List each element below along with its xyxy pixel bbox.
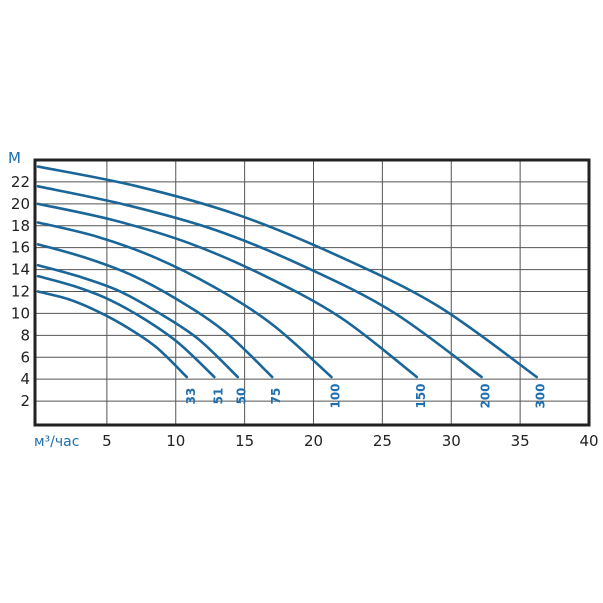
curve-150 (36, 202, 419, 379)
series-label-150: 150 (414, 383, 428, 408)
y-tick-label: 12 (11, 283, 30, 301)
curve-200 (36, 185, 483, 379)
y-tick-label: 20 (11, 195, 30, 213)
y-axis-label: М (8, 149, 21, 167)
curve-50 (36, 263, 240, 379)
curves (36, 165, 538, 379)
y-tick-label: 2 (20, 392, 30, 410)
x-tick-label: 20 (304, 432, 323, 450)
y-tick-label: 14 (11, 261, 30, 279)
curve-100 (36, 221, 333, 379)
y-tick-label: 22 (11, 173, 30, 191)
x-tick-label: 5 (102, 432, 112, 450)
series-label-50: 50 (235, 388, 249, 405)
x-tick-label: 35 (511, 432, 530, 450)
series-label-300: 300 (534, 383, 548, 408)
y-tick-label: 16 (11, 239, 30, 257)
series-label-33: 33 (184, 388, 198, 405)
y-tick-label: 6 (20, 348, 30, 366)
x-axis-label: м³/час (34, 434, 79, 450)
y-tick-labels: 2 4 6 8 10 12 14 16 18 20 22 (11, 173, 30, 410)
y-tick-label: 4 (20, 370, 30, 388)
series-label-100: 100 (328, 383, 342, 408)
series-label-200: 200 (479, 383, 493, 408)
series-label-75: 75 (269, 388, 283, 405)
x-tick-label: 30 (442, 432, 461, 450)
y-tick-label: 10 (11, 304, 30, 322)
plot-frame (33, 158, 591, 427)
series-label-51: 51 (211, 388, 225, 405)
y-tick-label: 18 (11, 217, 30, 235)
x-tick-label: 10 (166, 432, 185, 450)
x-tick-label: 40 (579, 432, 598, 450)
x-tick-labels: 5 10 15 20 25 30 35 40 (102, 432, 598, 450)
grid (35, 160, 589, 425)
series-labels: 33 51 50 75 100 150 200 300 (184, 383, 548, 408)
y-tick-label: 8 (20, 326, 30, 344)
x-tick-label: 15 (235, 432, 254, 450)
x-tick-label: 25 (373, 432, 392, 450)
curve-300 (36, 165, 538, 379)
curve-75 (36, 243, 274, 379)
curve-51 (36, 274, 216, 379)
curve-33 (36, 290, 189, 379)
